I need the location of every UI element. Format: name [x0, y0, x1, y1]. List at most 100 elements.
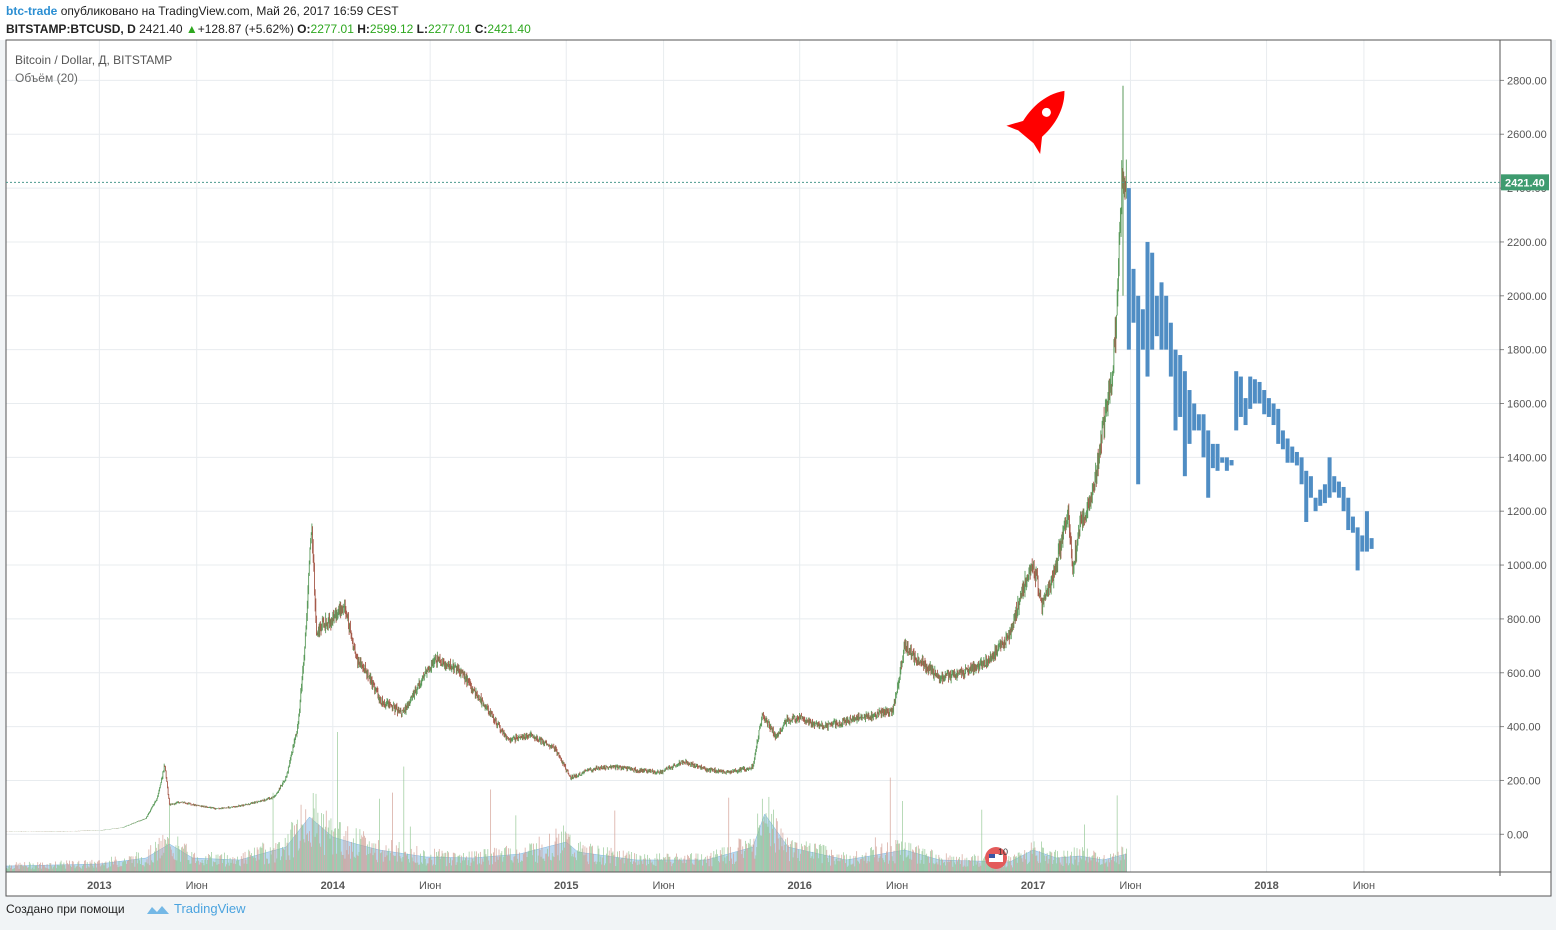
projection-bar — [1229, 460, 1234, 466]
y-tick-label: 400.00 — [1507, 722, 1541, 734]
projection-bar — [1140, 309, 1145, 350]
projection-bar — [1182, 371, 1187, 477]
x-tick-label: Июн — [652, 880, 674, 892]
projection-bar — [1192, 403, 1197, 431]
projection-bar — [1332, 476, 1337, 493]
projection-bar — [1252, 379, 1257, 404]
event-flag-icon[interactable]: 10 — [985, 847, 1008, 869]
chart-legend-title: Bitcoin / Dollar, Д, BITSTAMP — [15, 53, 173, 67]
projection-bar — [1136, 295, 1141, 485]
volume-legend: Объём (20) — [15, 71, 78, 85]
projection-bar — [1369, 538, 1374, 549]
projection-bar — [1206, 430, 1211, 498]
x-tick-label: Июн — [1353, 880, 1375, 892]
projection-bar — [1257, 381, 1262, 404]
y-tick-label: 2000.00 — [1507, 291, 1547, 303]
svg-text:10: 10 — [998, 847, 1008, 857]
projection-bar — [1210, 443, 1215, 469]
open-label: O: — [297, 22, 311, 36]
close-value: 2421.40 — [487, 22, 531, 36]
y-tick-label: 2800.00 — [1507, 75, 1547, 87]
projection-bar — [1266, 398, 1271, 417]
x-tick-label: 2018 — [1254, 880, 1278, 892]
x-tick-label: Июн — [419, 880, 441, 892]
projection-bar — [1299, 457, 1304, 485]
projection-bar — [1322, 484, 1327, 504]
projection-bar — [1196, 414, 1201, 431]
y-tick-label: 200.00 — [1507, 775, 1541, 787]
y-tick-label: 2200.00 — [1507, 237, 1547, 249]
up-arrow-icon: ▲ — [185, 22, 198, 36]
projection-bar — [1336, 481, 1341, 498]
y-tick-label: 1600.00 — [1507, 398, 1547, 410]
open-value: 2277.01 — [310, 22, 354, 36]
chart-header: btc-trade опубликовано на TradingView.co… — [0, 0, 1556, 40]
axes: 0.00 200.00 400.00 600.00 800.00 1000.00 1200.… — [5, 39, 1552, 897]
price-change: +128.87 (+5.62%) — [197, 22, 294, 36]
projection-bars — [1126, 188, 1374, 571]
projection-bar — [1360, 535, 1365, 552]
y-tick-label: 1200.00 — [1507, 506, 1547, 518]
high-value: 2599.12 — [369, 22, 414, 36]
projection-bar — [1308, 476, 1313, 498]
projection-bar — [1318, 489, 1323, 506]
current-price-badge — [1501, 174, 1549, 191]
y-tick-label: 1000.00 — [1507, 560, 1547, 572]
projection-bar — [1201, 414, 1206, 458]
x-tick-label: 2013 — [87, 880, 111, 892]
x-tick-label: Июн — [1119, 880, 1141, 892]
tradingview-logo-icon — [147, 906, 169, 914]
price-series — [5, 85, 1127, 832]
low-label: L: — [416, 22, 428, 36]
y-tick-label: 1800.00 — [1507, 345, 1547, 357]
author-link[interactable]: btc-trade — [6, 4, 58, 18]
projection-bar — [1234, 371, 1239, 431]
projection-bar — [1262, 390, 1267, 415]
publication-line: btc-trade опубликовано на TradingView.co… — [6, 4, 399, 18]
grid — [6, 40, 1500, 872]
y-tick-label: 2600.00 — [1507, 129, 1547, 141]
projection-bar — [1285, 438, 1290, 463]
projection-bar — [1238, 376, 1243, 417]
projection-bar — [1145, 241, 1150, 377]
published-text: опубликовано на TradingView.com, Май 26,… — [60, 4, 399, 18]
projection-bar — [1159, 282, 1164, 350]
projection-bar — [1355, 527, 1360, 571]
y-tick-label: 800.00 — [1507, 614, 1541, 626]
projection-bar — [1346, 497, 1351, 531]
projection-bar — [1294, 451, 1299, 466]
projection-bar — [1131, 268, 1136, 323]
projection-bar — [1154, 295, 1159, 337]
projection-bar — [1243, 398, 1248, 426]
high-label: H: — [357, 22, 370, 36]
projection-bar — [1304, 470, 1309, 522]
x-tick-label: 2017 — [1021, 880, 1045, 892]
last-price: 2421.40 — [139, 22, 183, 36]
projection-bar — [1341, 486, 1346, 512]
projection-bar — [1187, 390, 1192, 444]
quote-line: BITSTAMP:BTCUSD, D 2421.40 ▲+128.87 (+5.… — [6, 22, 531, 36]
y-tick-label: 1400.00 — [1507, 452, 1547, 464]
projection-bar — [1220, 457, 1225, 463]
tradingview-brand-link[interactable]: TradingView — [174, 901, 246, 916]
projection-bar — [1271, 403, 1276, 426]
chart-border — [5, 39, 1552, 897]
projection-bar — [1248, 376, 1253, 409]
projection-bar — [1364, 511, 1369, 552]
footer-created-with: Создано при помощи — [6, 902, 125, 916]
projection-bar — [1150, 252, 1155, 350]
projection-bar — [1290, 446, 1295, 463]
projection-bar — [1173, 349, 1178, 431]
x-tick-label: 2016 — [787, 880, 811, 892]
projection-bar — [1126, 188, 1131, 350]
rocket-icon — [1006, 90, 1065, 155]
projection-bar — [1224, 457, 1229, 471]
projection-bar — [1350, 516, 1355, 533]
x-tick-label: 2014 — [321, 880, 346, 892]
x-tick-label: Июн — [186, 880, 208, 892]
low-value: 2277.01 — [427, 22, 472, 36]
volume-histogram — [5, 732, 1127, 873]
projection-bar — [1327, 457, 1332, 498]
current-price-label: 2421.40 — [1505, 177, 1545, 189]
